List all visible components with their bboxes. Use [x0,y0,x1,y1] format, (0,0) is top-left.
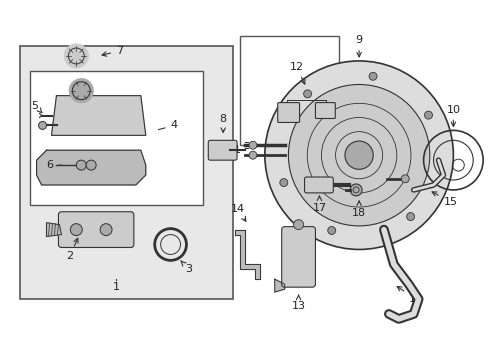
Circle shape [406,213,414,221]
Text: 13: 13 [291,295,305,311]
Text: 4: 4 [158,121,177,130]
Text: 14: 14 [230,204,245,221]
FancyBboxPatch shape [277,103,299,122]
Text: 17: 17 [312,196,326,213]
Circle shape [349,184,361,196]
Text: 15: 15 [431,192,456,207]
FancyBboxPatch shape [281,227,315,287]
FancyBboxPatch shape [304,177,333,193]
Circle shape [86,160,96,170]
FancyBboxPatch shape [59,212,134,247]
Text: 1: 1 [112,282,119,292]
Text: 5: 5 [32,100,42,113]
Text: 8: 8 [219,114,226,132]
Circle shape [264,61,452,249]
Circle shape [39,121,46,129]
Text: 7: 7 [102,46,123,56]
Circle shape [344,141,372,169]
Circle shape [70,224,82,235]
Text: 16: 16 [396,287,422,304]
Circle shape [368,72,376,80]
Text: 11: 11 [228,145,242,155]
Polygon shape [51,96,145,135]
Text: 3: 3 [181,261,192,274]
Circle shape [303,90,311,98]
FancyBboxPatch shape [208,140,237,160]
Text: 12: 12 [289,62,304,84]
Circle shape [424,111,431,119]
Text: 9: 9 [355,35,362,57]
Text: 18: 18 [351,201,366,218]
Circle shape [100,224,112,235]
Circle shape [401,175,408,183]
Polygon shape [235,230,259,279]
Circle shape [288,85,429,226]
FancyBboxPatch shape [20,46,233,299]
FancyBboxPatch shape [30,71,203,205]
FancyBboxPatch shape [315,103,335,118]
Circle shape [293,220,303,230]
Circle shape [248,141,256,149]
FancyBboxPatch shape [240,36,339,145]
Polygon shape [46,223,61,237]
Text: 2: 2 [66,238,78,261]
Circle shape [76,160,86,170]
Text: 6: 6 [46,160,61,170]
Circle shape [279,179,287,186]
Circle shape [64,44,88,68]
Text: 10: 10 [446,104,459,126]
Circle shape [248,151,256,159]
Polygon shape [37,150,145,185]
Circle shape [69,79,93,103]
Polygon shape [274,279,284,292]
Circle shape [327,226,335,234]
